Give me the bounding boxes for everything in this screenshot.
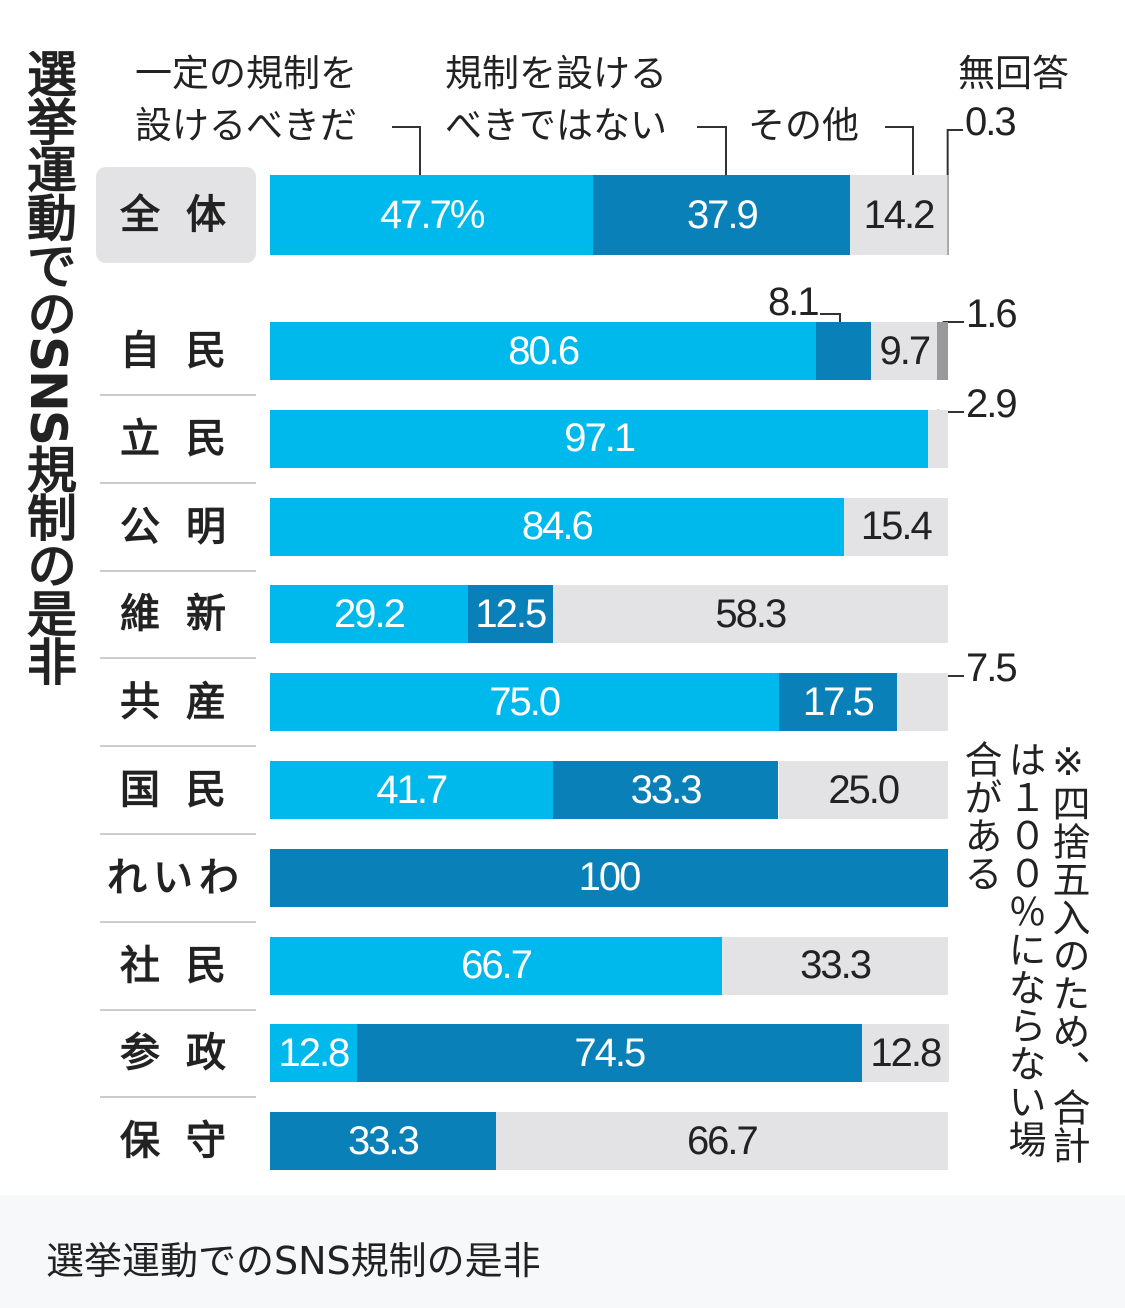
leader-line [392, 126, 421, 175]
row-separator [100, 481, 256, 484]
bar-other: 14.2 [850, 175, 947, 255]
data-label: 15.4 [860, 504, 933, 549]
bar-yes: 29.2 [270, 585, 468, 644]
bar-no: 37.9 [593, 175, 851, 255]
row-label: れいわ [107, 854, 245, 901]
bar-yes: 12.8 [270, 1024, 357, 1083]
bar-no: 33.3 [552, 761, 779, 819]
leader-line [885, 126, 914, 175]
bar-yes: 41.7 [270, 761, 553, 819]
data-label: 47.7% [379, 192, 485, 237]
data-label: 41.7 [376, 767, 448, 812]
leader-line [697, 126, 727, 175]
footnote: ※四捨五入のため、合計は１００％にならない場合がある [958, 740, 1090, 1164]
leader-line [820, 313, 841, 322]
data-label: 74.5 [574, 1030, 646, 1075]
bar-yes: 97.1 [270, 409, 929, 468]
row-separator [100, 1096, 256, 1099]
row-separator [100, 657, 256, 660]
bar-no: 17.5 [778, 673, 898, 732]
data-label-outside: 7.5 [966, 646, 1018, 690]
bar-other [928, 409, 948, 468]
row-separator [100, 833, 256, 835]
row-label: 全 体 [96, 167, 256, 263]
data-label: 33.3 [800, 943, 872, 988]
caption: 選挙運動でのSNS規制の是非 [46, 1239, 541, 1283]
data-label: 29.2 [334, 591, 406, 636]
bar-other: 9.7 [871, 322, 938, 380]
bar-other: 58.3 [552, 585, 948, 644]
data-label: 100 [578, 855, 642, 900]
bar-yes: 47.7% [270, 175, 594, 255]
bar-na [946, 175, 949, 255]
data-label: 12.5 [475, 591, 547, 636]
row-label: 公 明 [120, 503, 232, 550]
row-separator [100, 745, 256, 748]
data-label: 25.0 [828, 767, 900, 812]
row-label: 国 民 [120, 767, 232, 813]
legend-yes-label: 一定の規制を 設けるべきだ [135, 52, 357, 147]
bar-no [816, 322, 872, 380]
row-label: 参 政 [120, 1030, 232, 1077]
data-label-outside: 1.6 [966, 292, 1018, 336]
bar-yes: 66.7 [270, 936, 723, 995]
row-label: 維 新 [120, 591, 232, 638]
row-separator [100, 920, 256, 923]
legend-no-label: 規制を設ける べきではない [445, 52, 667, 147]
bar-other [897, 673, 948, 732]
bar-other: 25.0 [778, 761, 948, 819]
row-separator [100, 1008, 256, 1011]
data-label-outside: 8.1 [768, 280, 820, 324]
data-label: 33.3 [347, 1118, 420, 1163]
data-label: 84.6 [521, 504, 594, 549]
leader-line [946, 129, 963, 175]
data-label: 12.8 [870, 1030, 942, 1075]
data-label: 58.3 [715, 591, 787, 636]
data-label: 75.0 [489, 679, 561, 724]
row-label: 立 民 [120, 415, 232, 462]
bar-other: 33.3 [722, 936, 948, 995]
row-label: 保 守 [120, 1118, 232, 1165]
chart-title: 選挙運動でのSNS規制の是非 [19, 48, 77, 684]
legend-yes: 一定の規制を 設けるべきだ [135, 48, 357, 152]
bar-other: 66.7 [495, 1112, 948, 1171]
bar-yes: 75.0 [270, 673, 779, 732]
data-label-outside: 0.3 [965, 100, 1017, 144]
bar-yes: 80.6 [270, 322, 817, 380]
bar-no: 33.3 [270, 1112, 496, 1171]
data-label: 33.3 [630, 767, 703, 812]
data-label: 14.2 [863, 192, 936, 237]
caption-area [0, 1195, 1125, 1308]
data-label: 97.1 [564, 416, 636, 461]
legend-na: 無回答 [958, 52, 1069, 95]
data-label: 9.7 [879, 328, 931, 373]
data-label: 17.5 [802, 679, 875, 724]
data-label-outside: 2.9 [966, 382, 1018, 426]
data-label: 66.7 [686, 1118, 759, 1163]
bar-na [937, 322, 948, 380]
data-label: 80.6 [508, 328, 580, 373]
bar-other: 12.8 [861, 1024, 949, 1083]
legend-no: 規制を設ける べきではない [445, 48, 667, 152]
data-label: 12.8 [278, 1030, 350, 1075]
bar-no: 12.5 [467, 585, 553, 644]
row-label: 社 民 [120, 942, 232, 989]
row-label: 自 民 [120, 328, 232, 374]
data-label: 66.7 [461, 943, 533, 988]
bar-yes: 84.6 [270, 497, 844, 556]
bar-no: 74.5 [356, 1024, 862, 1083]
row-label: 共 産 [120, 679, 232, 726]
bar-no: 100 [270, 848, 948, 907]
row-separator [100, 569, 256, 572]
data-label: 37.9 [686, 192, 759, 237]
legend-other: その他 [748, 104, 859, 147]
row-separator [100, 394, 256, 396]
bar-other: 15.4 [843, 497, 948, 556]
